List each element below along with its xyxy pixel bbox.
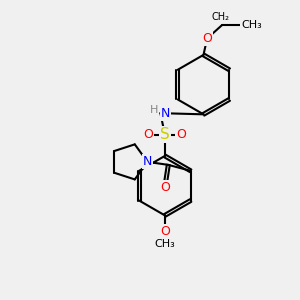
Text: N: N xyxy=(161,106,170,120)
Text: O: O xyxy=(202,32,212,45)
Text: CH₃: CH₃ xyxy=(154,239,175,249)
Text: N: N xyxy=(143,155,152,168)
Text: O: O xyxy=(160,225,170,238)
Text: CH₂: CH₂ xyxy=(212,12,230,22)
Text: O: O xyxy=(144,128,154,141)
Text: H: H xyxy=(150,105,158,115)
Text: O: O xyxy=(160,181,170,194)
Text: CH₃: CH₃ xyxy=(241,20,262,30)
Text: O: O xyxy=(176,128,186,141)
Text: S: S xyxy=(160,127,170,142)
